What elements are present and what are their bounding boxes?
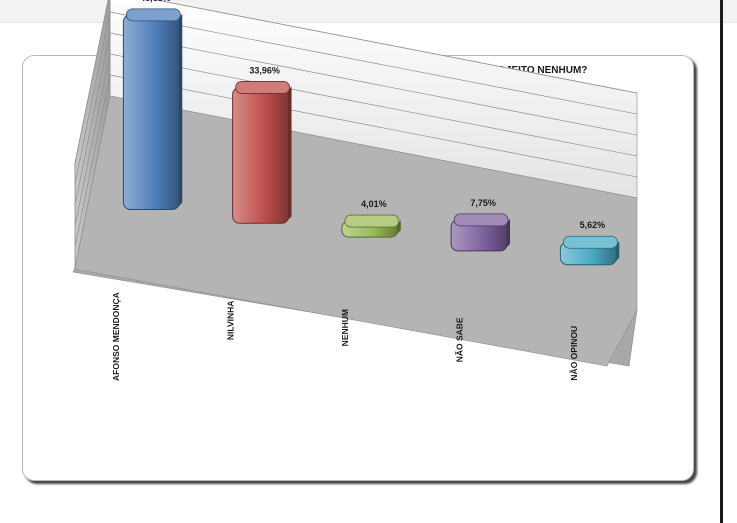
- data-label: 48,66%: [140, 0, 171, 3]
- gridline-side: [74, 74, 111, 248]
- bar-5: [559, 235, 620, 266]
- bar-top: [344, 214, 400, 228]
- bar-top: [562, 235, 618, 249]
- category-label: NÃO OPINOU: [569, 326, 579, 381]
- gridline: [109, 11, 638, 115]
- gridline: [109, 53, 638, 157]
- bar-3: [341, 214, 401, 238]
- gridline: [109, 74, 638, 178]
- bar-4: [450, 213, 511, 252]
- gridline-side: [74, 53, 111, 227]
- category-label: NÃO SABE: [454, 317, 464, 362]
- gridline-side: [74, 32, 111, 206]
- gridline-side: [74, 11, 111, 185]
- bar-front: [122, 14, 180, 210]
- data-label: 33,96%: [249, 65, 280, 75]
- data-label: 7,75%: [470, 198, 496, 208]
- category-label: AFONSO MENDONÇA: [111, 292, 121, 381]
- data-label: 4,01%: [361, 199, 387, 209]
- chart-bars: [122, 8, 620, 266]
- page-right-rule: [720, 0, 723, 523]
- gridline-side: [74, 0, 109, 164]
- bar-2: [232, 81, 292, 224]
- bar-front: [232, 86, 290, 224]
- bar-top: [453, 213, 509, 227]
- bar-1: [122, 8, 183, 210]
- bar-top: [235, 81, 291, 94]
- chart-labels: 48,66% AFONSO MENDONÇA 33,96% NILVINHA 4,01%…: [111, 0, 605, 381]
- category-label: NENHUM: [340, 309, 350, 346]
- category-label: NILVINHA: [226, 301, 236, 341]
- gridline: [154, 0, 638, 94]
- bar-top: [125, 8, 181, 22]
- gridline: [109, 32, 638, 136]
- data-label: 5,62%: [580, 220, 606, 230]
